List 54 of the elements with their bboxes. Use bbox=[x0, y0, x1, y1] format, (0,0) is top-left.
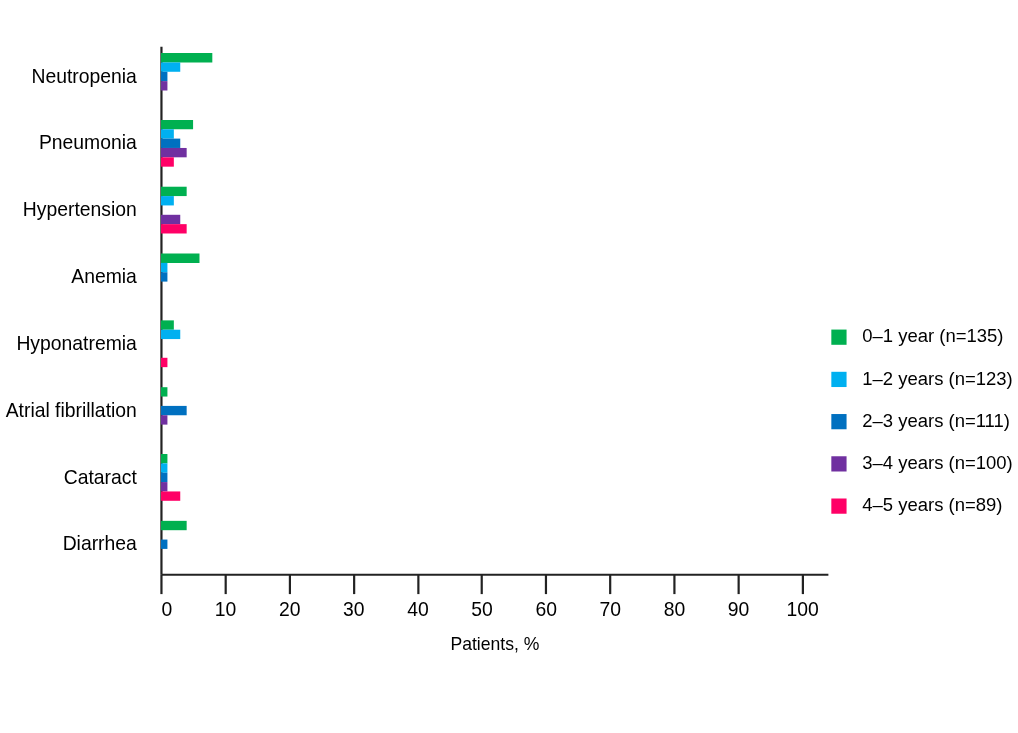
bar bbox=[161, 415, 168, 425]
x-tick-label: 10 bbox=[214, 598, 237, 621]
y-tick-label: Cataract bbox=[63, 465, 138, 488]
legend-label: 1–2 years (n=123) bbox=[862, 367, 1013, 389]
x-tick-label: 50 bbox=[471, 598, 493, 621]
bar bbox=[161, 262, 168, 273]
bar bbox=[161, 71, 168, 82]
bar bbox=[161, 138, 181, 148]
bar bbox=[161, 214, 181, 225]
legend-label: 4–5 years (n=89) bbox=[862, 494, 1003, 516]
y-tick-label: Hyponatremia bbox=[16, 331, 138, 354]
legend-label: 3–4 years (n=100) bbox=[862, 452, 1013, 474]
x-tick-label: 30 bbox=[343, 598, 365, 621]
bar bbox=[161, 272, 168, 282]
bar bbox=[161, 482, 168, 492]
x-tick-label: 20 bbox=[278, 598, 301, 621]
bar bbox=[161, 405, 187, 416]
legend-label: 2–3 years (n=111) bbox=[862, 409, 1010, 431]
x-tick-label: 40 bbox=[407, 598, 429, 621]
y-tick-label: Neutropenia bbox=[31, 64, 138, 87]
bar bbox=[161, 53, 213, 63]
bar bbox=[161, 224, 187, 234]
x-tick-label: 0 bbox=[161, 598, 173, 621]
bar bbox=[161, 62, 181, 72]
bar bbox=[161, 129, 174, 139]
bar bbox=[161, 539, 168, 549]
bar bbox=[161, 320, 174, 330]
x-tick-label: 70 bbox=[599, 598, 622, 621]
y-tick-label: Anemia bbox=[71, 265, 138, 288]
y-tick-label: Hypertension bbox=[22, 198, 137, 221]
x-tick-label: 100 bbox=[786, 598, 819, 621]
y-tick-label: Atrial fibrillation bbox=[5, 398, 137, 421]
x-tick-label: 60 bbox=[535, 598, 557, 621]
bar bbox=[161, 119, 194, 130]
bar bbox=[161, 520, 187, 531]
bar bbox=[161, 357, 168, 368]
bar bbox=[161, 81, 168, 91]
bar bbox=[161, 196, 174, 206]
x-tick-label: 80 bbox=[663, 598, 686, 621]
y-tick-label: Diarrhea bbox=[62, 532, 138, 555]
bar bbox=[161, 329, 181, 340]
bar bbox=[161, 157, 174, 167]
bar bbox=[161, 387, 168, 397]
bar bbox=[161, 454, 168, 464]
bar bbox=[161, 186, 187, 197]
bar bbox=[161, 472, 168, 483]
x-axis-title: Patients, % bbox=[450, 633, 540, 654]
bar bbox=[161, 463, 168, 473]
bar bbox=[161, 253, 200, 263]
legend-label: 0–1 year (n=135) bbox=[862, 325, 1004, 347]
bar bbox=[161, 491, 181, 501]
y-tick-label: Pneumonia bbox=[38, 131, 138, 154]
bar bbox=[161, 147, 187, 158]
x-tick-label: 90 bbox=[727, 598, 750, 621]
